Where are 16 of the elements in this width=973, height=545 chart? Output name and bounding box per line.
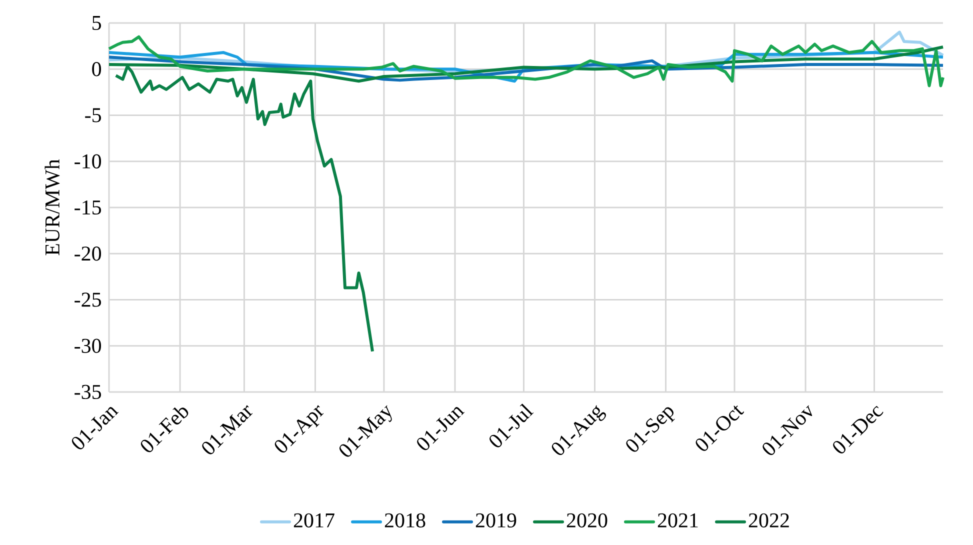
y-tick-label: -15 <box>74 200 101 215</box>
y-tick-label: -20 <box>74 246 102 261</box>
legend-label: 2018 <box>384 513 426 528</box>
y-tick-label: -5 <box>85 108 101 122</box>
legend-label: 2022 <box>748 513 789 528</box>
y-tick-label: -30 <box>74 338 102 353</box>
y-tick-label: 5 <box>92 16 101 30</box>
y-tick-label: -10 <box>74 154 102 168</box>
y-axis-title: EUR/MWh <box>44 159 60 256</box>
y-tick-label: -25 <box>74 292 101 307</box>
legend-label: 2021 <box>658 513 698 528</box>
legend-label: 2019 <box>476 513 516 528</box>
legend-label: 2017 <box>294 513 334 528</box>
y-tick-label: -35 <box>74 384 101 400</box>
y-tick-label: 0 <box>92 62 102 76</box>
legend-label: 2020 <box>566 513 608 528</box>
